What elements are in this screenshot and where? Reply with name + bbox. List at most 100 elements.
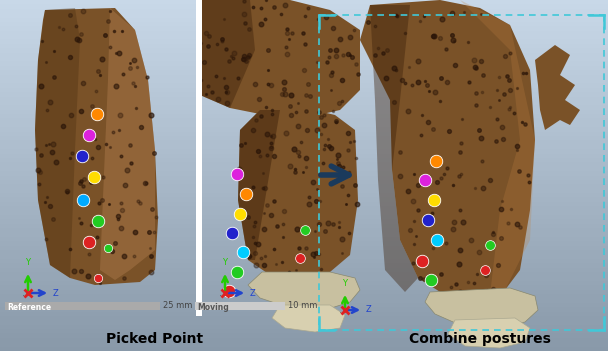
Bar [0, 119, 608, 123]
Bar [0, 180, 608, 184]
Bar [0, 136, 608, 140]
Bar [0, 325, 608, 329]
Bar [196, 0, 202, 316]
Polygon shape [535, 45, 580, 130]
Text: Z: Z [220, 295, 221, 296]
Text: Combine postures: Combine postures [409, 332, 551, 346]
Polygon shape [238, 108, 358, 278]
Bar [0, 26, 608, 31]
Text: Z: Z [340, 312, 341, 313]
Bar [0, 228, 608, 232]
Bar [0, 48, 608, 53]
Polygon shape [100, 8, 155, 280]
Bar [0, 281, 608, 285]
Bar [0, 61, 608, 66]
Text: Z: Z [250, 289, 256, 298]
Text: Z: Z [23, 295, 24, 296]
Text: Reference: Reference [7, 303, 51, 311]
Bar [0, 110, 608, 114]
Bar [0, 167, 608, 171]
Bar [0, 246, 608, 250]
Bar [0, 145, 608, 149]
Text: Y: Y [342, 279, 348, 288]
Bar [0, 232, 608, 237]
Bar [0, 92, 608, 97]
Bar [0, 132, 608, 136]
Bar [0, 70, 608, 74]
Bar [0, 101, 608, 105]
Text: Z: Z [366, 305, 371, 314]
Polygon shape [248, 272, 360, 310]
Bar [0, 303, 608, 307]
Bar [0, 39, 608, 44]
Bar [0, 123, 608, 127]
Bar [0, 171, 608, 176]
Bar [0, 263, 608, 267]
Bar [0, 277, 608, 281]
Bar [0, 176, 608, 180]
Polygon shape [272, 305, 345, 332]
Bar [0, 219, 608, 224]
Text: Z: Z [53, 289, 59, 298]
Bar [0, 0, 608, 4]
Bar [0, 162, 608, 167]
Bar [0, 241, 608, 246]
Bar [0, 66, 608, 70]
Polygon shape [35, 8, 80, 278]
Bar [0, 88, 608, 92]
Bar [0, 53, 608, 57]
Polygon shape [460, 0, 535, 295]
Bar [0, 329, 608, 333]
Bar [0, 4, 608, 9]
Bar [0, 31, 608, 35]
Bar [0, 35, 608, 39]
Bar [0, 105, 608, 110]
Polygon shape [370, 5, 418, 292]
Bar [0, 294, 608, 298]
Bar [0, 347, 608, 351]
Bar [5, 302, 160, 310]
Bar [0, 320, 608, 325]
Bar [0, 140, 608, 145]
Bar [0, 127, 608, 132]
Bar [0, 202, 608, 206]
Bar [0, 312, 608, 316]
Bar [0, 44, 608, 48]
Bar [0, 298, 608, 303]
Polygon shape [238, 110, 280, 260]
Bar [0, 338, 608, 342]
Bar [0, 149, 608, 154]
Polygon shape [35, 8, 158, 285]
Bar [0, 211, 608, 215]
Bar [0, 250, 608, 254]
Bar [0, 79, 608, 84]
Bar [0, 57, 608, 61]
Polygon shape [200, 0, 255, 108]
Bar [0, 342, 608, 347]
Polygon shape [425, 288, 538, 328]
Bar [0, 197, 608, 202]
Polygon shape [448, 318, 530, 348]
Text: 25 mm: 25 mm [163, 302, 192, 311]
Bar [0, 307, 608, 312]
Bar [0, 290, 608, 294]
Bar [0, 206, 608, 211]
Text: Y: Y [223, 258, 227, 267]
Bar [0, 267, 608, 272]
FancyArrowPatch shape [321, 166, 349, 184]
Bar [0, 74, 608, 79]
Bar [195, 302, 285, 310]
Bar [0, 285, 608, 290]
Polygon shape [200, 0, 360, 118]
Bar [0, 189, 608, 193]
Bar [0, 114, 608, 118]
Bar [0, 333, 608, 338]
Bar [0, 272, 608, 276]
Bar [0, 158, 608, 162]
Bar [0, 193, 608, 197]
Bar [0, 154, 608, 158]
Bar [0, 22, 608, 26]
Bar [0, 215, 608, 219]
Text: Picked Point: Picked Point [106, 332, 204, 346]
Bar [0, 9, 608, 13]
